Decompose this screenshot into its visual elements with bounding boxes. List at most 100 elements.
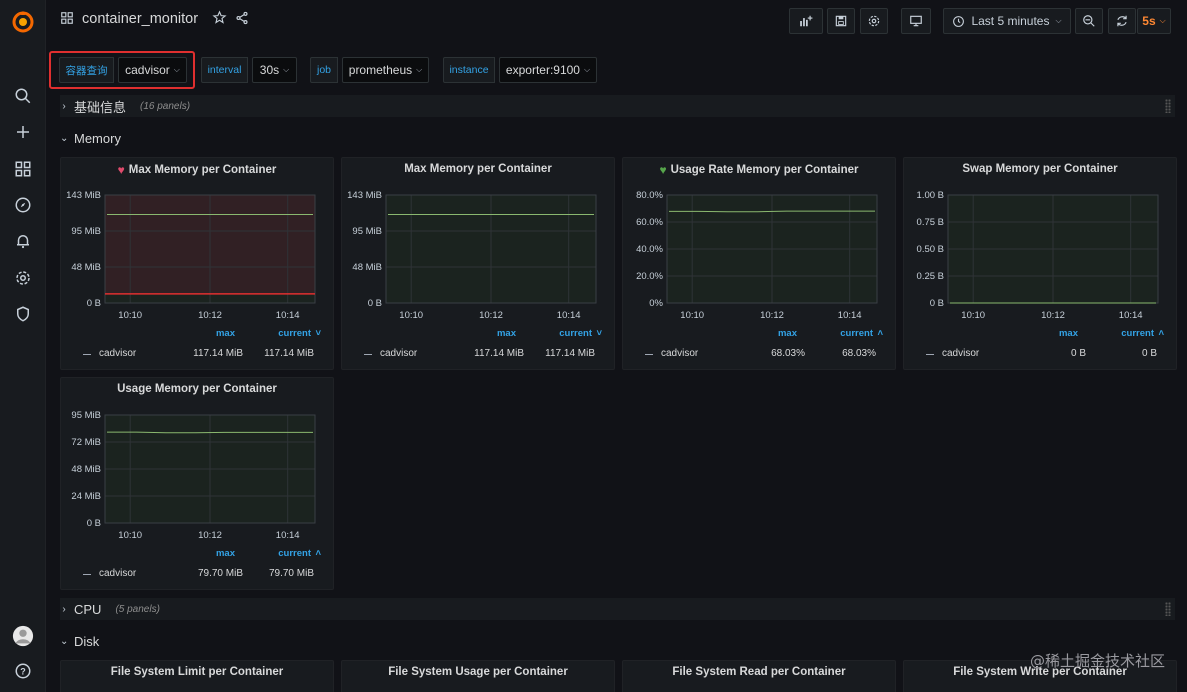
server-admin-shield-icon[interactable]: [0, 302, 46, 326]
y-tick-label: 0.75 B: [917, 217, 944, 228]
row-basic-info[interactable]: › 基础信息 (16 panels): [60, 95, 1175, 117]
legend-max-value: 0 B: [1070, 348, 1086, 359]
variable-value: exporter:9100: [505, 63, 580, 77]
legend-current-value: 79.70 MiB: [268, 568, 314, 579]
panel-title: Max Memory per Container: [404, 163, 552, 175]
panel-title-row[interactable]: Max Memory per Container: [342, 163, 614, 175]
panel-max-memory[interactable]: Max Memory per Container 143 MiB 95 MiB 48 …: [341, 157, 615, 370]
plot-border: [666, 194, 878, 304]
panel-title-row[interactable]: ♥ Usage Rate Memory per Container: [623, 163, 895, 177]
dashboard-title[interactable]: container_monitor: [82, 11, 199, 27]
y-tick-label: 0%: [649, 298, 663, 309]
variable-select-interval[interactable]: 30s ⌵: [252, 57, 297, 83]
graph-chart: 1.00 B 0.75 B 0.50 B 0.25 B 0 B 10:10 10:12 10:…: [917, 190, 1159, 321]
panel-max-memory-alert[interactable]: ♥ Max Memory per Container 143 MiB 95 MiB 48…: [60, 157, 334, 370]
panel-title: File System Limit per Container: [110, 666, 284, 678]
legend-max-header[interactable]: max: [215, 328, 235, 339]
panel-usage-memory[interactable]: Usage Memory per Container 95 MiB 72 MiB 48…: [60, 377, 334, 590]
legend-max-header[interactable]: max: [777, 328, 797, 339]
legend-current-header[interactable]: current: [1121, 328, 1154, 339]
y-tick-label: 95 MiB: [352, 226, 382, 237]
row-disk[interactable]: ⌄ Disk: [60, 630, 1175, 652]
panel-fs-read[interactable]: File System Read per Container: [622, 660, 896, 692]
chevron-down-icon: ⌄: [60, 132, 69, 144]
legend-max-value: 79.70 MiB: [197, 568, 243, 579]
search-icon[interactable]: [0, 84, 46, 108]
variable-label-instance: instance: [443, 57, 495, 83]
dashboard-grid-icon: [60, 11, 74, 28]
refresh-interval-picker[interactable]: 5s ⌵: [1137, 8, 1171, 34]
legend-max-header[interactable]: max: [1058, 328, 1078, 339]
time-range-label: Last 5 minutes: [971, 14, 1050, 28]
legend-current-value: 68.03%: [842, 348, 876, 359]
drag-handle-icon[interactable]: [1165, 99, 1171, 113]
panel-usage-rate-memory[interactable]: ♥ Usage Rate Memory per Container 80.0% 60.…: [622, 157, 896, 370]
x-tick-label: 10:10: [961, 310, 985, 321]
alert-firing-broken-heart-icon: ♥: [117, 163, 125, 177]
y-tick-label: 95 MiB: [71, 410, 101, 421]
legend-series-name: cadvisor: [661, 348, 699, 359]
drag-handle-icon[interactable]: [1165, 602, 1171, 616]
row-title: CPU: [74, 601, 102, 617]
user-avatar-icon[interactable]: [0, 623, 46, 649]
alert-ok-heart-icon: ♥: [659, 163, 667, 177]
panel-title-row[interactable]: Swap Memory per Container: [904, 163, 1176, 175]
plot-border: [104, 194, 316, 304]
alerting-bell-icon[interactable]: [0, 229, 46, 253]
save-dashboard-button[interactable]: [827, 8, 855, 34]
x-tick-label: 10:10: [118, 310, 142, 321]
row-memory[interactable]: ⌄ Memory: [60, 127, 1175, 149]
legend-current-header[interactable]: current: [278, 548, 311, 559]
y-tick-label: 48 MiB: [71, 464, 101, 475]
cycle-view-mode-button[interactable]: [901, 8, 931, 34]
plot-border: [385, 194, 597, 304]
explore-compass-icon[interactable]: [0, 193, 46, 217]
legend-max-value: 68.03%: [771, 348, 805, 359]
y-tick-label: 0 B: [87, 298, 101, 309]
x-tick-label: 10:12: [479, 310, 503, 321]
row-cpu[interactable]: › CPU (5 panels): [60, 598, 1175, 620]
y-tick-label: 143 MiB: [347, 190, 382, 201]
help-icon[interactable]: ?: [0, 659, 46, 683]
legend-current-header[interactable]: current: [278, 328, 311, 339]
graph-chart: 143 MiB 95 MiB 48 MiB 0 B 10:10 10:12 10:14: [347, 190, 597, 321]
refresh-button[interactable]: [1108, 8, 1136, 34]
variable-label-container-query: 容器查询: [59, 57, 114, 83]
grafana-logo-icon[interactable]: [0, 8, 46, 36]
variable-select-job[interactable]: prometheus ⌵: [342, 57, 429, 83]
legend-series-color: [645, 354, 653, 355]
x-tick-label: 10:10: [680, 310, 704, 321]
panel-title-row[interactable]: ♥ Max Memory per Container: [61, 163, 333, 177]
x-tick-label: 10:14: [838, 310, 862, 321]
chevron-down-icon: ⌵: [283, 65, 290, 74]
legend-current-header[interactable]: current: [559, 328, 592, 339]
x-tick-label: 10:14: [276, 310, 300, 321]
add-panel-button[interactable]: [789, 8, 823, 34]
star-icon[interactable]: [212, 10, 227, 28]
variable-select-container-query[interactable]: cadvisor ⌵: [118, 57, 187, 83]
time-picker-button[interactable]: Last 5 minutes ⌵: [943, 8, 1071, 34]
dashboards-icon[interactable]: [0, 157, 46, 181]
y-tick-label: 80.0%: [636, 190, 663, 201]
legend-max-header[interactable]: max: [215, 548, 235, 559]
panel-fs-usage[interactable]: File System Usage per Container: [341, 660, 615, 692]
x-tick-label: 10:14: [1119, 310, 1143, 321]
variable-select-instance[interactable]: exporter:9100 ⌵: [499, 57, 597, 83]
series-line: [669, 210, 875, 213]
dashboard-settings-button[interactable]: [860, 8, 888, 34]
panel-title: File System Write per Container: [953, 666, 1127, 678]
share-icon[interactable]: [235, 11, 249, 28]
legend-max-header[interactable]: max: [496, 328, 516, 339]
settings-gear-icon[interactable]: [0, 266, 46, 290]
plus-icon[interactable]: [0, 120, 46, 144]
panel-fs-write[interactable]: File System Write per Container: [903, 660, 1177, 692]
panel-title-row[interactable]: Usage Memory per Container: [61, 383, 333, 395]
x-tick-label: 10:12: [198, 310, 222, 321]
y-tick-label: 24 MiB: [71, 491, 101, 502]
zoom-out-button[interactable]: [1075, 8, 1103, 34]
panel-fs-limit[interactable]: File System Limit per Container: [60, 660, 334, 692]
panel-swap-memory[interactable]: Swap Memory per Container 1.00 B 0.75 B 0.5…: [903, 157, 1177, 370]
chevron-right-icon: ›: [62, 100, 66, 112]
legend-max-value: 117.14 MiB: [193, 348, 243, 359]
legend-current-header[interactable]: current: [840, 328, 873, 339]
